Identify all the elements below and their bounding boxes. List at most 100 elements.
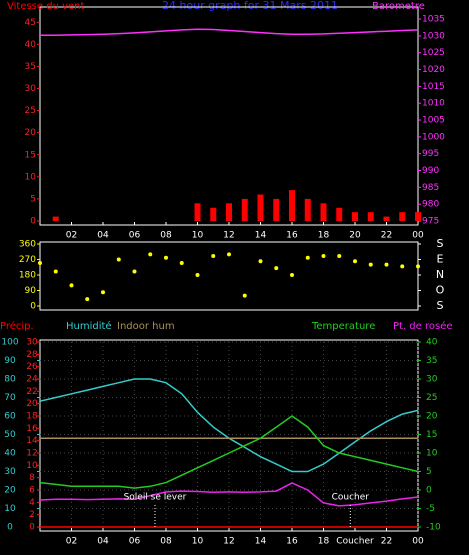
y-tick-label: 20 [4,486,16,496]
x-tick-label: 12 [223,537,234,547]
y-tick-label: 14 [26,436,38,446]
scatter-point [368,262,373,267]
y-tick-label: 985 [422,183,439,193]
y-tick-label: 40 [426,338,438,348]
scatter-point [211,254,216,259]
y-tick-label: 30 [426,375,438,385]
scatter-point [337,254,342,259]
y-tick-label: 270 [19,255,36,265]
bar [52,216,59,221]
legend-label: Précip. [0,320,34,332]
chart-title: 24 hour graph for 31 Mars 2011 [162,0,338,12]
y-tick-label: 8 [29,473,35,483]
y-tick-label: S [437,299,444,312]
x-tick-label: Coucher [336,537,374,547]
series-line [39,482,419,507]
y-tick-label: 35 [426,356,437,366]
x-tick-label: 08 [160,231,172,241]
y-tick-label: 20 [25,128,37,138]
x-tick-label: 22 [381,231,392,241]
bar [210,207,217,221]
scatter-point [258,259,263,264]
y-tick-label: 15 [25,150,36,160]
x-tick-label: 06 [129,537,141,547]
bar [257,194,264,221]
y-tick-label: 0 [30,302,36,312]
y-tick-label: 22 [26,387,37,397]
plot-frame [39,241,419,311]
y-tick-label: 24 [26,375,38,385]
y-tick-label: 1000 [422,132,445,142]
y-tick-label: 80 [4,375,16,385]
y-tick-label: 10 [25,172,37,182]
scatter-point [148,252,153,257]
y-tick-label: 50 [4,430,16,440]
y-tick-label: 1025 [422,48,445,58]
x-tick-label: 16 [286,231,298,241]
scatter-point [69,283,74,288]
y-tick-label: -5 [426,504,435,514]
y-tick-label: 70 [4,393,16,403]
scatter-point [53,269,58,274]
y-tick-label: 0 [29,523,35,533]
y-tick-label: 990 [422,166,439,176]
scatter-point [116,257,121,262]
x-tick-label: 14 [255,537,267,547]
scatter-point [101,290,105,295]
y-tick-label: 995 [422,149,439,159]
scatter-point [305,255,310,260]
x-tick-label: 18 [318,231,330,241]
y-tick-label: 1015 [422,82,445,92]
y-tick-label: 10 [4,504,16,514]
y-tick-label: O [436,284,445,297]
y-tick-label: 975 [422,217,439,227]
bar [367,212,374,221]
y-tick-label: 980 [422,200,439,210]
y-tick-label: 10 [26,461,38,471]
x-tick-label: 04 [97,231,109,241]
bar [194,203,201,221]
y-tick-label: 25 [426,393,437,403]
y-tick-label: -10 [426,523,441,533]
y-tick-label: E [437,253,444,266]
legend-label: Indoor hum [117,321,175,332]
scatter-point [416,264,420,269]
scatter-point [321,254,326,259]
legend-label: Humidité [66,320,112,332]
y-tick-label: 30 [26,338,38,348]
legend-label: Vitesse du vent [7,1,84,12]
y-tick-label: 5 [426,467,432,477]
x-tick-label: 02 [66,537,77,547]
x-tick-label: 18 [318,537,330,547]
x-tick-label: 04 [97,537,109,547]
y-tick-label: 6 [29,486,35,496]
scatter-point [290,273,294,277]
x-tick-label: 08 [160,537,172,547]
legend-label: Temperature [311,321,375,332]
y-tick-label: 90 [25,286,37,296]
y-tick-label: 18 [26,412,38,422]
y-tick-label: 180 [19,271,36,281]
scatter-point [274,266,279,271]
y-tick-label: 15 [426,430,437,440]
y-tick-label: 0 [426,486,432,496]
y-tick-label: 1010 [422,99,445,109]
x-tick-label: 12 [223,231,234,241]
y-tick-label: 12 [26,449,37,459]
bar [399,212,406,221]
y-tick-label: 1005 [422,116,445,126]
y-tick-label: 30 [4,467,16,477]
y-tick-label: 45 [25,18,36,28]
scatter-point [85,297,90,302]
y-tick-label: N [436,268,444,281]
y-tick-label: 30 [25,84,37,94]
legend-label: Barometre [372,1,425,12]
bar [289,190,295,221]
annotation: Soleil se lever [124,493,187,503]
y-tick-label: 1020 [422,65,445,75]
y-tick-label: 1030 [422,31,445,41]
y-tick-label: 360 [19,240,36,250]
y-tick-label: 25 [25,106,36,116]
scatter-point [227,252,231,257]
